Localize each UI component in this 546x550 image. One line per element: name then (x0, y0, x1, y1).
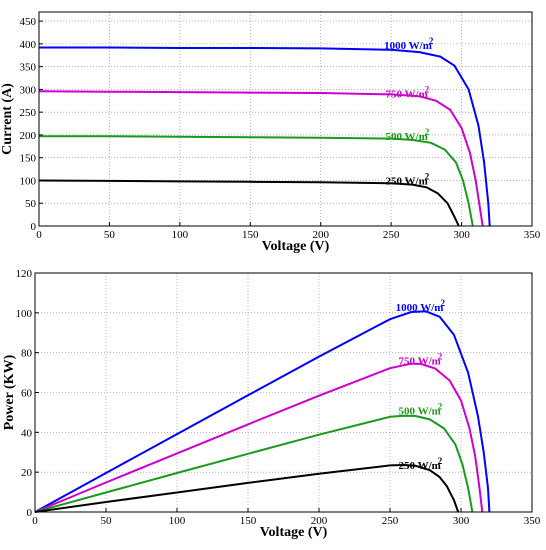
pv-y-tick-label: 60 (21, 388, 33, 400)
pv-curve-label-text: 750 W/m (399, 356, 441, 368)
pv-curve-label: 750 W/m2 (399, 352, 443, 368)
pv-curve-label-text: 250 W/m (399, 460, 441, 472)
iv-curve-label: 750 W/m2 (386, 85, 430, 101)
pv-y-tick-label: 100 (16, 308, 33, 320)
pv-x-tick-label: 0 (32, 515, 38, 527)
iv-curve-label: 250 W/m2 (386, 171, 430, 187)
pv-x-tick-label: 200 (311, 515, 328, 527)
pv-y-tick-label: 40 (21, 427, 33, 439)
pv-curve-label-superscript: 2 (438, 401, 443, 411)
pv-series-line-0 (34, 310, 491, 513)
pv-x-tick-label: 300 (453, 515, 470, 527)
iv-series-line-3 (38, 179, 460, 227)
pv-curve-label: 250 W/m2 (399, 456, 443, 472)
pv-series-line-3 (34, 464, 460, 513)
iv-curve-label: 500 W/m2 (386, 127, 430, 143)
pv-series-line-1 (34, 362, 484, 513)
iv-y-tick-label: 350 (20, 62, 37, 74)
iv-y-tick-label: 100 (20, 175, 37, 187)
pv-curve-label-superscript: 2 (438, 352, 443, 362)
pv-x-tick-label: 350 (524, 515, 541, 527)
pv-x-tick-label: 150 (240, 515, 257, 527)
iv-curve-label-superscript: 2 (425, 171, 430, 181)
iv-x-axis-label: Voltage (V) (262, 239, 330, 254)
iv-x-tick-label: 150 (242, 229, 259, 241)
pv-series-line-2 (34, 414, 474, 513)
pv-curve-label-superscript: 2 (438, 456, 443, 466)
iv-x-tick-label: 200 (312, 229, 329, 241)
iv-curve-label-text: 500 W/m (386, 131, 428, 143)
iv-curve-label-superscript: 2 (429, 36, 434, 46)
iv-x-tick-label: 50 (104, 229, 116, 241)
iv-plot-frame (38, 11, 533, 227)
pv-chart-panel: 0 50 100 150 200 250 300 350 0 20 40 60 80 100 120 Volt… (2, 268, 541, 540)
iv-curve-label-superscript: 2 (425, 127, 430, 137)
pv-x-tick-label: 250 (382, 515, 399, 527)
pv-curve-label-text: 500 W/m (399, 405, 441, 417)
iv-y-tick-label: 250 (20, 107, 37, 119)
pv-y-tick-label: 80 (21, 348, 33, 360)
iv-x-tick-label: 100 (172, 229, 189, 241)
pv-x-tick-label: 100 (169, 515, 186, 527)
iv-curve-label-text: 1000 W/m (384, 40, 432, 52)
pv-curve-label-text: 1000 W/m (396, 302, 444, 314)
iv-y-tick-label: 50 (25, 198, 37, 210)
iv-x-tick-label: 350 (524, 229, 541, 241)
pv-y-tick-label: 0 (27, 507, 33, 519)
pv-x-tick-label: 50 (101, 515, 113, 527)
pv-curve-label-superscript: 2 (440, 298, 445, 308)
iv-y-tick-label: 400 (20, 39, 37, 51)
iv-y-tick-label: 150 (20, 153, 37, 165)
iv-curve-label-superscript: 2 (425, 85, 430, 95)
iv-curve-label-text: 750 W/m (386, 89, 428, 101)
pv-curve-label: 1000 W/m2 (396, 298, 446, 314)
iv-series-line-0 (39, 46, 491, 227)
iv-x-tick-label: 300 (453, 229, 470, 241)
pv-y-tick-label: 120 (16, 268, 33, 280)
iv-y-tick-label: 450 (20, 16, 37, 28)
iv-y-tick-label: 0 (31, 221, 37, 233)
pv-x-axis-label: Voltage (V) (260, 525, 328, 540)
iv-series-line-1 (38, 90, 484, 227)
iv-y-tick-label: 300 (20, 84, 37, 96)
pv-y-axis-label: Power (KW) (2, 354, 17, 430)
iv-x-tick-label: 250 (383, 229, 400, 241)
iv-curve-label-text: 250 W/m (386, 175, 428, 187)
iv-chart-panel: 0 50 100 150 200 250 300 350 0 50 100 150 200 250 300 3… (0, 11, 541, 254)
pv-y-tick-label: 20 (21, 467, 33, 479)
iv-curve-label: 1000 W/m2 (384, 36, 434, 52)
iv-y-tick-label: 200 (20, 130, 37, 142)
iv-series-line-2 (39, 135, 474, 227)
iv-x-tick-label: 0 (36, 229, 42, 241)
iv-y-axis-label: Current (A) (0, 83, 15, 155)
pv-curve-label: 500 W/m2 (399, 401, 443, 417)
